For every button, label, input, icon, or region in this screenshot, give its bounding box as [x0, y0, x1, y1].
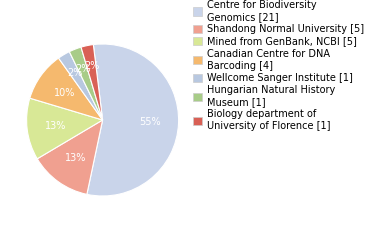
Text: 2%: 2%: [75, 64, 90, 74]
Wedge shape: [30, 58, 103, 120]
Text: 13%: 13%: [45, 121, 66, 131]
Wedge shape: [37, 120, 103, 194]
Legend: Centre for Biodiversity
Genomics [21], Shandong Normal University [5], Mined fro: Centre for Biodiversity Genomics [21], S…: [193, 0, 364, 131]
Wedge shape: [87, 44, 179, 196]
Text: 10%: 10%: [54, 88, 75, 97]
Wedge shape: [81, 45, 103, 120]
Text: 13%: 13%: [65, 153, 86, 163]
Wedge shape: [27, 98, 103, 159]
Text: 55%: 55%: [139, 117, 160, 127]
Text: 2%: 2%: [67, 68, 82, 78]
Wedge shape: [59, 52, 103, 120]
Wedge shape: [69, 47, 103, 120]
Text: 2%: 2%: [84, 61, 99, 72]
